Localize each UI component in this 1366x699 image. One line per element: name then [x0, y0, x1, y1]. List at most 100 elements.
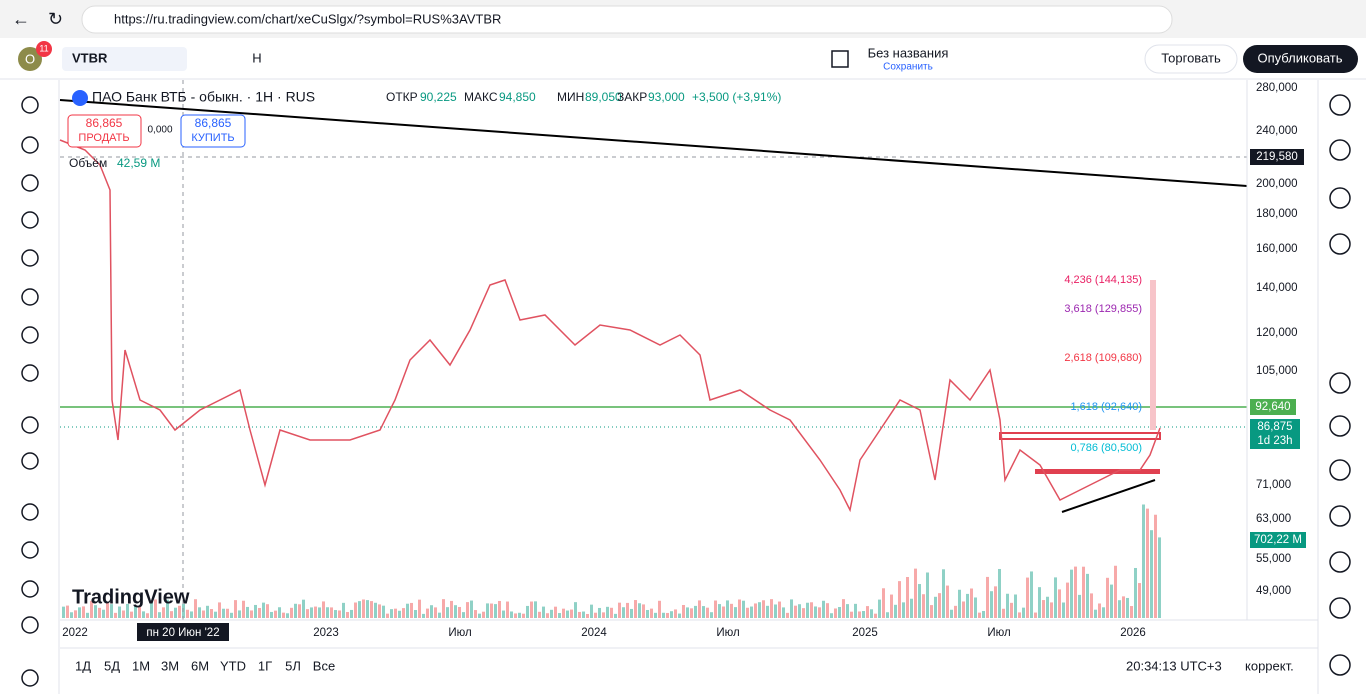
range-button[interactable]: YTD [220, 658, 246, 673]
side-icon[interactable] [1329, 139, 1351, 161]
volume-bar [74, 610, 77, 618]
range-button[interactable]: 5Д [104, 658, 120, 673]
tool-icon[interactable] [21, 211, 39, 229]
side-icon[interactable] [1329, 597, 1351, 619]
tool-icon[interactable] [21, 249, 39, 267]
volume-bar [354, 602, 357, 618]
side-icon[interactable] [1329, 372, 1351, 394]
volume-bar [338, 610, 341, 618]
tool-icon[interactable] [21, 174, 39, 192]
volume-bar [934, 596, 937, 618]
volume-bar [1142, 504, 1145, 618]
symbol-box[interactable] [62, 47, 187, 71]
volume-bar [830, 613, 833, 618]
volume-bar [558, 613, 561, 618]
volume-bar [394, 608, 397, 618]
side-icon[interactable] [1329, 551, 1351, 573]
adjust[interactable]: коррект. [1245, 658, 1294, 673]
side-icon[interactable] [1329, 187, 1351, 209]
volume-bar [194, 599, 197, 618]
side-icon[interactable] [1329, 233, 1351, 255]
volume-bar [474, 610, 477, 618]
tool-icon[interactable] [21, 669, 39, 687]
avatar[interactable] [18, 47, 42, 71]
tool-icon[interactable] [21, 416, 39, 434]
range-button[interactable]: 3М [161, 658, 179, 673]
tool-icon[interactable] [21, 580, 39, 598]
volume-bar [154, 599, 157, 618]
volume-bar [854, 603, 857, 618]
side-icon[interactable] [1329, 415, 1351, 437]
volume-bar [846, 604, 849, 618]
volume-bar [1054, 577, 1057, 618]
tool-icon[interactable] [21, 326, 39, 344]
buy-btn[interactable] [180, 114, 246, 148]
volume-bar [1090, 593, 1093, 618]
volume-bar [422, 613, 425, 618]
interval[interactable]: H [252, 50, 261, 65]
volume-bar [270, 611, 273, 618]
tool-icon[interactable] [21, 503, 39, 521]
volume-bar [814, 606, 817, 618]
volume-bar [886, 612, 889, 618]
volume-bar [1074, 566, 1077, 618]
volume-bar [506, 601, 509, 618]
volume-bar [110, 604, 113, 618]
tool-icon[interactable] [21, 541, 39, 559]
tool-icon[interactable] [21, 96, 39, 114]
volume-bar [1118, 600, 1121, 618]
side-icon[interactable] [1329, 505, 1351, 527]
volume-bar [998, 568, 1001, 618]
volume-bar [210, 609, 213, 618]
volume-bar [1126, 597, 1129, 618]
volume-bar [1066, 582, 1069, 618]
range-button[interactable]: 6М [191, 658, 209, 673]
volume-bar [1094, 609, 1097, 618]
reload[interactable]: ↻ [48, 9, 63, 29]
volume-bar [494, 604, 497, 618]
trade-btn[interactable] [1144, 44, 1238, 74]
volume-bar [822, 600, 825, 618]
range-button[interactable]: 1М [132, 658, 150, 673]
volume-bar [374, 602, 377, 618]
tool-icon[interactable] [21, 136, 39, 154]
box [1035, 469, 1160, 474]
volume-bar [1042, 600, 1045, 618]
time-label: Июл [448, 627, 471, 639]
sell-btn[interactable] [67, 114, 142, 148]
tool-icon[interactable] [21, 616, 39, 634]
volume-bar [262, 602, 265, 618]
price-label: 200,000 [1256, 178, 1298, 190]
side-icon[interactable] [1329, 94, 1351, 116]
volume-bar [1086, 573, 1089, 618]
watermark: TradingView [72, 586, 190, 608]
volume-bar [1070, 569, 1073, 618]
tool-icon[interactable] [21, 452, 39, 470]
volume-bar [98, 607, 101, 618]
range-button[interactable]: 5Л [285, 658, 301, 673]
publish-btn[interactable] [1243, 45, 1358, 73]
time-label: 2024 [581, 627, 607, 639]
range-button[interactable]: Все [313, 658, 335, 673]
back[interactable]: ← [12, 9, 30, 29]
volume-bar [750, 606, 753, 618]
range-button[interactable]: 1Г [258, 658, 272, 673]
tool-icon[interactable] [21, 288, 39, 306]
volume-bar [118, 606, 121, 618]
address-bar[interactable] [81, 5, 1173, 34]
volume-bar [234, 600, 237, 618]
volume-bar [426, 608, 429, 618]
volume-bar [834, 608, 837, 618]
spread: 0,000 [147, 125, 172, 136]
volume-bar [1034, 612, 1037, 618]
side-icon[interactable] [1329, 459, 1351, 481]
range-button[interactable]: 1Д [75, 658, 91, 673]
tool-icon[interactable] [21, 364, 39, 382]
volume-bar [598, 607, 601, 618]
side-icon[interactable] [1329, 654, 1351, 676]
layout-name[interactable]: Без названия [868, 45, 949, 60]
volume-bar [254, 604, 257, 618]
clock: 20:34:13 UTC+3 [1126, 658, 1222, 673]
volume-bar [318, 607, 321, 618]
legend-label: МИН [557, 90, 584, 104]
